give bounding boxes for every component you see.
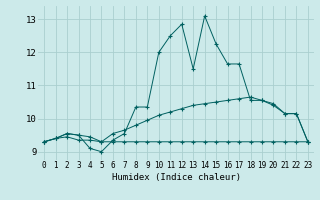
X-axis label: Humidex (Indice chaleur): Humidex (Indice chaleur): [111, 173, 241, 182]
